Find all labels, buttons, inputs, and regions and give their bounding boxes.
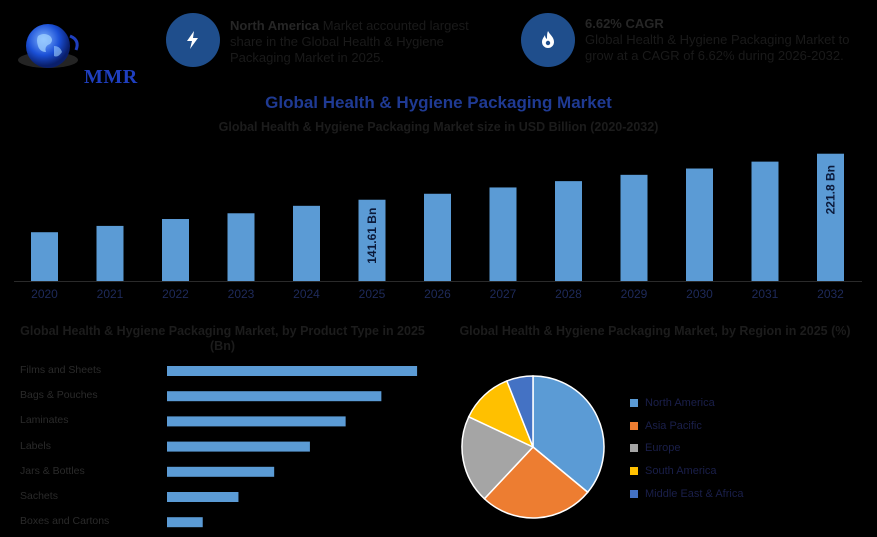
legend-label: North America	[645, 397, 715, 409]
legend-item: Europe	[630, 441, 680, 455]
product-type-bar-chart	[167, 366, 418, 528]
bar-2032	[817, 153, 844, 281]
x-tick-label: 2022	[162, 287, 189, 301]
market-size-bar-chart: 2020 2021 2022 2023 2024 2025 141.61 Bn 2026 202…	[14, 153, 862, 301]
pie-slice-europe	[461, 415, 535, 500]
bar-2021	[96, 225, 124, 281]
info-card-bold-2: 6.62% CAGR	[585, 16, 664, 31]
x-tick-label: 2025	[359, 287, 386, 301]
pie-slice-asia-pacific	[483, 445, 589, 519]
x-tick-label: 2023	[228, 287, 255, 301]
region-pie-chart	[461, 375, 605, 519]
legend-label: Europe	[645, 442, 681, 455]
flame-icon	[542, 31, 554, 48]
product-type-label: Films and Sheets	[20, 364, 102, 376]
hbar-jars-bottles	[167, 466, 275, 477]
hbar-laminates	[167, 416, 346, 427]
bar-2020	[31, 232, 58, 281]
data-label: 221.8 Bn	[824, 165, 838, 214]
legend-item: Asia Pacific	[630, 419, 702, 433]
bar-chart-title: Global Health & Hygiene Packaging Market…	[218, 120, 659, 134]
bar-2029	[620, 174, 648, 281]
product-type-label: Labels	[20, 439, 51, 452]
legend-label: South America	[645, 465, 717, 478]
region-chart-title: Global Health & Hygiene Packaging Market…	[459, 324, 851, 338]
legend-swatch	[630, 421, 638, 430]
legend-item: South America	[630, 464, 717, 478]
lightning-icon	[187, 31, 198, 49]
info-card-icon-2	[521, 13, 575, 67]
x-tick-label: 2031	[752, 287, 779, 301]
product-type-label: Boxes and Cartons	[20, 515, 110, 528]
legend-label: Asia Pacific	[645, 419, 702, 432]
globe-icon	[18, 24, 79, 68]
pie-slice-north-america	[532, 375, 605, 494]
mmr-logo: MMR	[14, 16, 144, 88]
legend-swatch	[630, 467, 638, 476]
data-label: 141.61 Bn	[365, 208, 379, 264]
bar-2022	[162, 219, 189, 281]
bar-2023	[227, 213, 255, 281]
bar-2030	[686, 168, 713, 281]
product-type-label: Sachets	[20, 490, 58, 502]
info-card-text-2: 6.62% CAGR Global Health & Hygiene Packa…	[585, 16, 860, 64]
info-card-text-1: North America Market accounted largest s…	[230, 18, 500, 66]
x-tick-label: 2026	[424, 287, 451, 301]
x-tick-label: 2021	[97, 287, 124, 301]
product-type-label: Bags & Pouches	[20, 389, 98, 402]
x-tick-label: 2029	[621, 287, 648, 301]
info-card-bold-1: North America	[230, 18, 320, 33]
product-type-label: Jars & Bottles	[20, 464, 85, 477]
hbar-sachets	[167, 492, 239, 502]
product-type-label: Laminates	[20, 414, 69, 427]
x-tick-label: 2024	[293, 287, 320, 301]
legend-item: North America	[630, 396, 715, 410]
info-card-icon-1	[166, 13, 220, 67]
x-tick-label: 2028	[555, 287, 582, 301]
info-card-body-1: Market accounted largest share in the Gl…	[230, 18, 469, 65]
logo-text: MMR	[84, 66, 138, 88]
bar-2024	[293, 205, 320, 281]
x-tick-label: 2020	[31, 287, 58, 301]
info-card-body-2: Global Health & Hygiene Packaging Market…	[585, 32, 850, 63]
legend-swatch	[630, 444, 638, 453]
hbar-labels	[167, 441, 310, 452]
bar-2025	[358, 199, 386, 281]
bar-2031	[751, 161, 779, 281]
bar-2026	[424, 193, 451, 281]
x-tick-label: 2030	[686, 287, 713, 301]
pie-slice-middle-east-africa	[505, 375, 534, 448]
legend-item: Middle East & Africa	[630, 487, 743, 501]
product-type-chart-title: Global Health & Hygiene Packaging Market…	[20, 324, 425, 353]
hbar-bags-pouches	[167, 391, 382, 402]
hbar-boxes-and-cartons	[167, 517, 203, 528]
bar-2027	[489, 187, 517, 281]
x-tick-label: 2032	[817, 287, 844, 301]
x-tick-label: 2027	[490, 287, 517, 301]
bar-2028	[555, 181, 582, 281]
legend-swatch	[630, 399, 638, 407]
hbar-films-and-sheets	[167, 366, 418, 376]
legend-swatch	[630, 489, 638, 498]
page-title: Global Health & Hygiene Packaging Market	[265, 93, 612, 112]
legend-label: Middle East & Africa	[645, 487, 744, 500]
